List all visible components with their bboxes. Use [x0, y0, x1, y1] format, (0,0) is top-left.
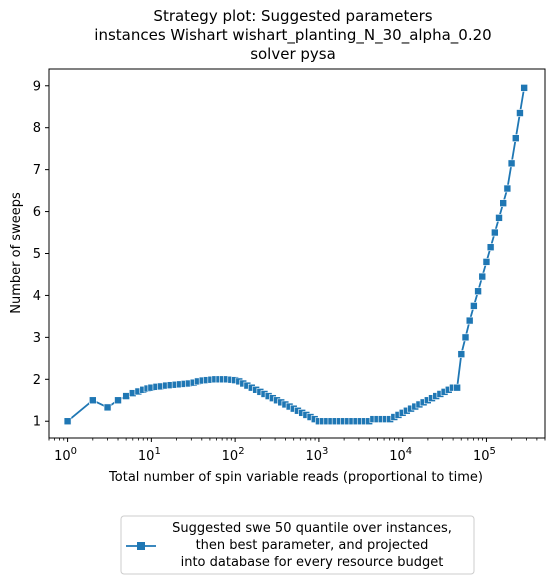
data-point-marker [474, 287, 482, 296]
data-point-marker [122, 392, 130, 400]
x-tick-label: 102 [222, 446, 245, 464]
x-axis-label: Total number of spin variable reads (pro… [108, 470, 483, 485]
x-tick-label: 105 [473, 446, 496, 464]
chart-title-line-3: solver pysa [250, 45, 336, 63]
y-tick-label: 5 [33, 247, 41, 262]
y-axis-ticks: 1 2 3 4 5 6 7 8 9 [33, 79, 49, 430]
data-point-marker [495, 214, 503, 222]
data-point-marker [516, 109, 524, 117]
y-tick-label: 3 [33, 331, 41, 346]
legend-entry-line-2: then best parameter, and projected [196, 538, 429, 553]
plot-area-frame [48, 68, 546, 439]
data-point-marker [457, 350, 466, 358]
data-point-marker [499, 199, 508, 207]
chart-title: Strategy plot: Suggested parameters inst… [94, 7, 491, 63]
x-tick-label: 104 [389, 446, 412, 464]
data-point-marker [103, 403, 112, 412]
y-tick-label: 9 [33, 79, 41, 94]
data-point-marker [478, 272, 487, 281]
data-point-marker [470, 302, 478, 310]
y-axis-label: Number of sweeps [9, 192, 24, 314]
data-point-marker [465, 316, 474, 325]
chart-title-line-1: Strategy plot: Suggested parameters [153, 7, 432, 25]
legend-entry-line-3: into database for every resource budget [181, 555, 444, 570]
data-point-marker [507, 159, 516, 168]
y-tick-label: 1 [33, 415, 41, 430]
legend: Suggested swe 50 quantile over instances… [120, 515, 475, 575]
x-tick-label: 100 [54, 446, 77, 464]
data-point-marker [491, 228, 499, 237]
data-point-marker [453, 383, 461, 392]
data-point-marker [63, 417, 72, 426]
data-point-marker [114, 396, 122, 405]
x-tick-label: 101 [138, 446, 161, 464]
data-point-marker [503, 184, 512, 193]
y-tick-label: 8 [33, 121, 41, 136]
y-tick-label: 2 [33, 373, 41, 388]
data-point-marker [520, 84, 528, 92]
series-suggested-swe [63, 84, 528, 426]
data-point-marker [482, 258, 491, 266]
y-tick-label: 7 [33, 163, 41, 178]
x-tick-label: 103 [305, 446, 328, 464]
y-tick-label: 6 [33, 205, 41, 220]
legend-entry-line-1: Suggested swe 50 quantile over instances… [172, 521, 452, 536]
data-point-marker [486, 243, 495, 252]
series-line [67, 87, 526, 423]
legend-marker-swatch [137, 542, 145, 550]
x-axis-minor-ticks [48, 438, 546, 441]
data-point-marker [461, 333, 470, 342]
data-point-marker [89, 396, 97, 405]
data-point-marker [511, 134, 520, 142]
y-tick-label: 4 [33, 289, 41, 304]
x-axis-ticks: 100 101 102 103 104 105 [54, 438, 496, 464]
legend-box [120, 515, 475, 575]
chart-title-line-2: instances Wishart wishart_planting_N_30_… [94, 26, 491, 45]
